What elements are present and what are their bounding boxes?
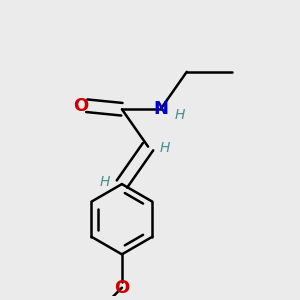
Text: H: H [175, 107, 185, 122]
Text: H: H [160, 141, 170, 155]
Text: N: N [153, 100, 168, 118]
Text: H: H [100, 175, 110, 189]
Text: O: O [114, 279, 130, 297]
Text: O: O [73, 97, 88, 115]
